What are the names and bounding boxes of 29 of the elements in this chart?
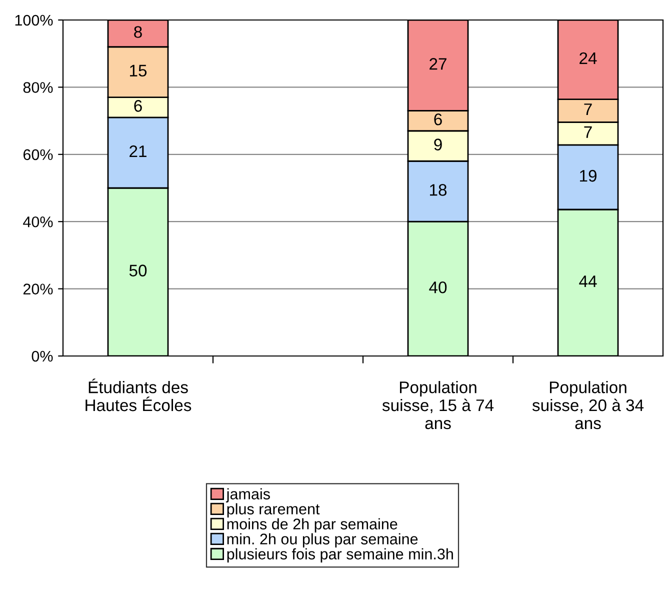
- data-label: 6: [434, 113, 442, 126]
- y-tick-label: 20%: [23, 284, 53, 294]
- data-label: 21: [130, 145, 146, 158]
- y-tick-label: 0%: [32, 350, 53, 362]
- data-label: 24: [580, 52, 597, 64]
- legend-label: plus rarement: [227, 503, 320, 518]
- data-label: 19: [580, 170, 596, 182]
- y-tick-label: 80%: [23, 82, 53, 93]
- y-tick-label: 60%: [23, 149, 53, 160]
- data-label: 8: [134, 26, 142, 38]
- data-label: 50: [129, 264, 147, 276]
- legend-label: moins de 2h par semaine: [227, 518, 398, 532]
- legend-label: min. 2h ou plus par semaine: [227, 533, 418, 548]
- data-label: 27: [430, 58, 446, 70]
- x-tick-label: Étudiants des Hautes Écoles: [86, 378, 192, 412]
- x-tick-label: Population suisse, 15 à 74 ans: [382, 381, 494, 430]
- data-label: 7: [584, 126, 592, 138]
- legend-label: jamais: [226, 488, 270, 502]
- data-label: 7: [584, 104, 592, 116]
- data-label: 6: [134, 100, 142, 112]
- y-tick-label: 40%: [23, 216, 53, 228]
- data-label: 15: [130, 64, 147, 77]
- data-label: 9: [434, 138, 442, 150]
- data-label: 44: [579, 276, 597, 288]
- data-label: 40: [429, 281, 447, 294]
- x-tick-label: Population suisse, 20 à 34 ans: [532, 381, 644, 430]
- data-label: 18: [430, 184, 447, 196]
- y-tick-label: 100%: [15, 14, 53, 26]
- legend-label: plusieurs fois par semaine min.3h: [227, 548, 453, 562]
